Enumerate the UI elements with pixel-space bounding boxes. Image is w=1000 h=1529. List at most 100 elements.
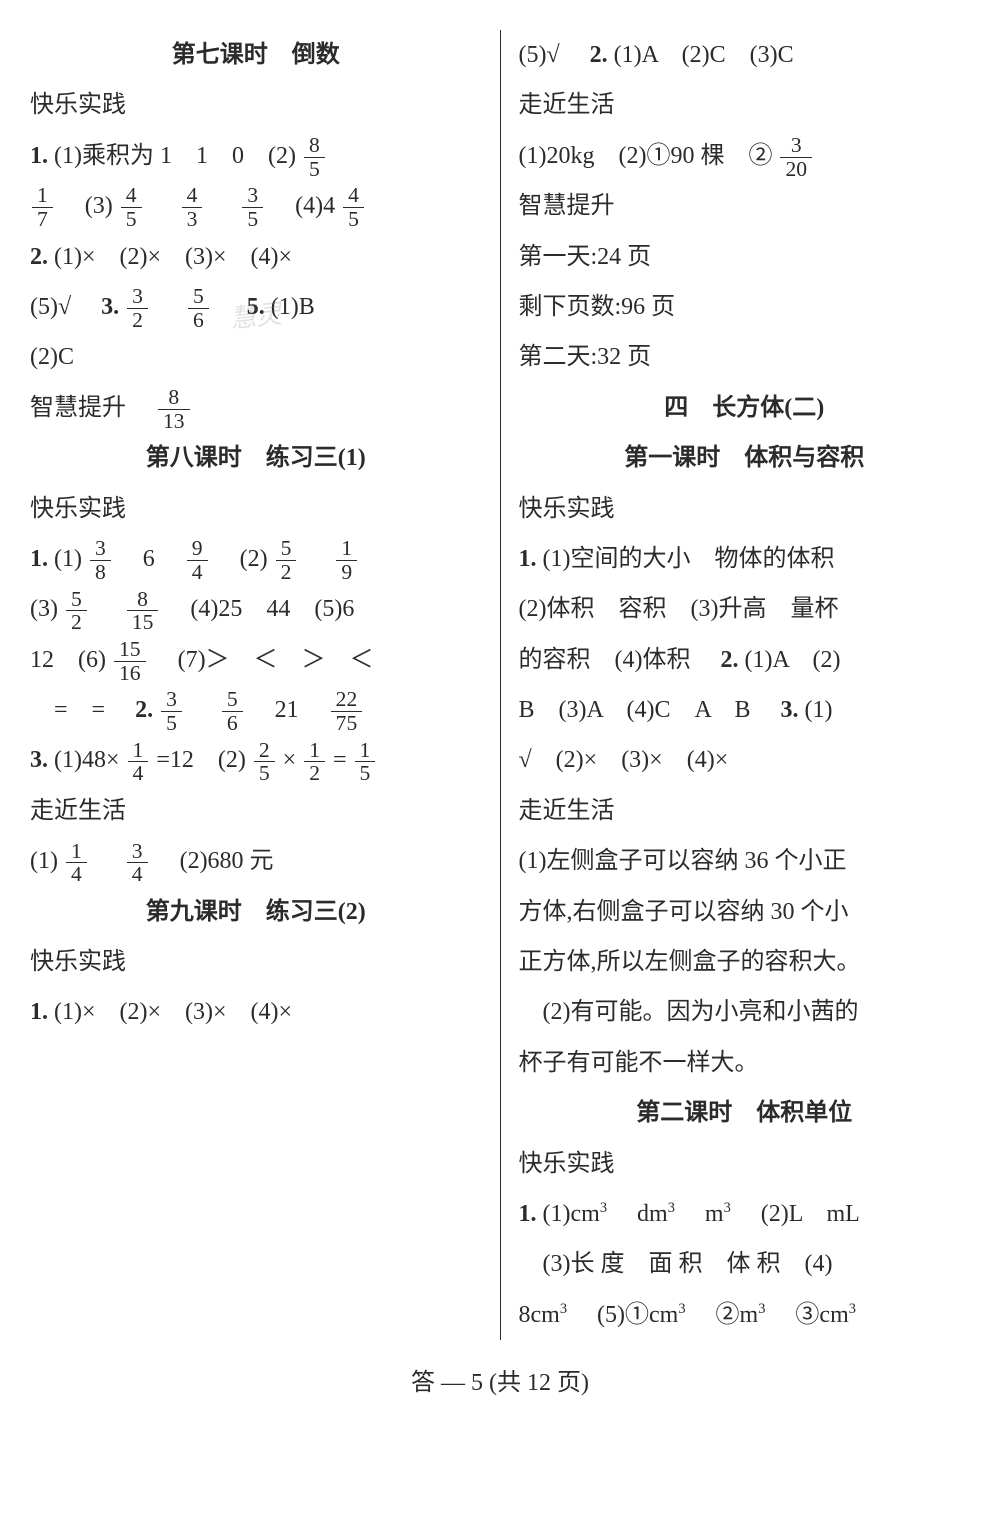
l8-line6: (1) 14 34 (2)680 元 <box>30 836 482 886</box>
text: 12 (6) <box>30 647 106 673</box>
text: (1) <box>54 546 82 572</box>
q1-line-b: (2)体积 容积 (3)升高 量杯 <box>519 584 971 634</box>
text: (1)× (2)× (3)× (4)× <box>54 999 292 1025</box>
l8-line5: 3. (1)48× 14 =12 (2) 25 × 12 = 15 <box>30 735 482 785</box>
text: (1)48× <box>54 747 120 773</box>
happy-practice-label: 快乐实践 <box>30 484 482 534</box>
l7-line5: (2)C <box>30 332 482 382</box>
fraction: 17 <box>32 184 53 230</box>
text: (2) <box>216 546 268 572</box>
text: (1)A (2) <box>744 647 840 673</box>
fraction: 813 <box>158 386 190 432</box>
fraction: 38 <box>90 537 111 583</box>
text: B (3)A (4)C A B <box>519 697 775 723</box>
approach-life-label: 走近生活 <box>519 786 971 836</box>
page-footer: 答 — 5 (共 12 页) <box>30 1340 970 1397</box>
lesson4-1-heading: 第一课时 体积与容积 <box>519 433 971 483</box>
u1: 1. (1)cm3 dm3 m3 (2)L mL <box>519 1189 971 1239</box>
fraction: 43 <box>182 184 203 230</box>
fraction: 12 <box>304 739 325 785</box>
q2-line-b: 方体,右侧盒子可以容纳 30 个小 <box>519 887 971 937</box>
text: 智慧提升 <box>30 395 150 421</box>
text: (4)4 <box>271 193 341 219</box>
text <box>95 596 119 622</box>
happy-practice-label: 快乐实践 <box>519 484 971 534</box>
text: 8cm <box>519 1302 560 1328</box>
wisdom-boost: 智慧提升 813 <box>30 383 482 433</box>
q2-line-e: 杯子有可能不一样大。 <box>519 1038 971 1088</box>
fraction: 85 <box>304 134 325 180</box>
fraction: 52 <box>276 537 297 583</box>
approach-life-label: 走近生活 <box>30 786 482 836</box>
fraction: 14 <box>128 739 149 785</box>
text: (1)20kg (2)①90 棵 ② <box>519 143 773 169</box>
text <box>190 697 214 723</box>
sup3: 3 <box>724 1200 731 1216</box>
happy-practice-label: 快乐实践 <box>30 80 482 130</box>
fraction: 56 <box>188 285 209 331</box>
fraction: 35 <box>242 184 263 230</box>
l7-line4: (5)√ 3. 32 56 5. (1)B <box>30 282 482 332</box>
text: (7)＞ ＜ ＞ ＜ <box>154 647 374 673</box>
fraction: 815 <box>127 588 159 634</box>
chapter4-heading: 四 长方体(二) <box>519 383 971 433</box>
text: (4)25 44 (5)6 <box>166 596 354 622</box>
u2: (3)长 度 面 积 体 积 (4) <box>519 1239 971 1289</box>
two-column-layout: 第七课时 倒数 快乐实践 1. (1)乘积为 1 1 0 (2) 85 17 (… <box>30 30 970 1340</box>
num-2: 2. <box>30 244 48 270</box>
r-line4: 剩下页数:96 页 <box>519 282 971 332</box>
l8-line4: = = 2. 35 56 21 2275 <box>30 685 482 735</box>
right-column: (5)√ 2. (1)A (2)C (3)C 走近生活 (1)20kg (2)①… <box>501 30 971 1340</box>
left-column: 第七课时 倒数 快乐实践 1. (1)乘积为 1 1 0 (2) 85 17 (… <box>30 30 501 1340</box>
num-3: 3. <box>30 747 48 773</box>
text: = = <box>30 697 129 723</box>
text: (1) <box>805 697 833 723</box>
sup3: 3 <box>758 1301 765 1317</box>
l7-line1: 1. (1)乘积为 1 1 0 (2) 85 <box>30 131 482 181</box>
sup3: 3 <box>560 1301 567 1317</box>
sup3: 3 <box>668 1200 675 1216</box>
approach-life-label: 走近生活 <box>519 80 971 130</box>
lesson7-heading: 第七课时 倒数 <box>30 30 482 80</box>
fraction: 25 <box>254 739 275 785</box>
l7-line2: 17 (3) 45 43 35 (4)4 45 <box>30 181 482 231</box>
l8-line1: 1. (1) 38 6 94 (2) 52 19 <box>30 534 482 584</box>
num-2: 2. <box>720 647 738 673</box>
text <box>95 848 119 874</box>
text: (1) <box>30 848 58 874</box>
fraction: 1516 <box>114 638 146 684</box>
num-2: 2. <box>590 42 608 68</box>
r-line2: (1)20kg (2)①90 棵 ② 320 <box>519 131 971 181</box>
fraction: 320 <box>780 134 812 180</box>
text: (1)cm <box>543 1201 600 1227</box>
text: ②m <box>692 1302 759 1328</box>
text: (3) <box>61 193 113 219</box>
num-1: 1. <box>30 999 48 1025</box>
text: (5)①cm <box>573 1302 678 1328</box>
q1-line-g: √ (2)× (3)× (4)× <box>519 735 971 785</box>
text: (5)√ <box>30 294 95 320</box>
fraction: 45 <box>343 184 364 230</box>
text: = <box>333 747 347 773</box>
text <box>217 294 241 320</box>
text: (1)空间的大小 物体的体积 <box>543 546 835 572</box>
fraction: 14 <box>66 840 87 886</box>
q2-line-c: 正方体,所以左侧盒子的容积大。 <box>519 937 971 987</box>
text: (1)× (2)× (3)× (4)× <box>54 244 292 270</box>
text <box>150 193 174 219</box>
fraction: 34 <box>127 840 148 886</box>
fraction: 45 <box>121 184 142 230</box>
text: (1)乘积为 1 1 0 (2) <box>54 143 296 169</box>
wisdom-boost-label: 智慧提升 <box>519 181 971 231</box>
q2-line-d: (2)有可能。因为小亮和小茜的 <box>519 987 971 1037</box>
sup3: 3 <box>849 1301 856 1317</box>
fraction: 94 <box>187 537 208 583</box>
l7-line3: 2. (1)× (2)× (3)× (4)× <box>30 232 482 282</box>
u3: 8cm3 (5)①cm3 ②m3 ③cm3 <box>519 1290 971 1340</box>
l8-line2: (3) 52 815 (4)25 44 (5)6 <box>30 584 482 634</box>
num-2: 2. <box>135 697 153 723</box>
sup3: 3 <box>600 1200 607 1216</box>
text: (5)√ <box>519 42 584 68</box>
q1-line-c: 的容积 (4)体积 2. (1)A (2) <box>519 635 971 685</box>
num-1: 1. <box>30 546 48 572</box>
